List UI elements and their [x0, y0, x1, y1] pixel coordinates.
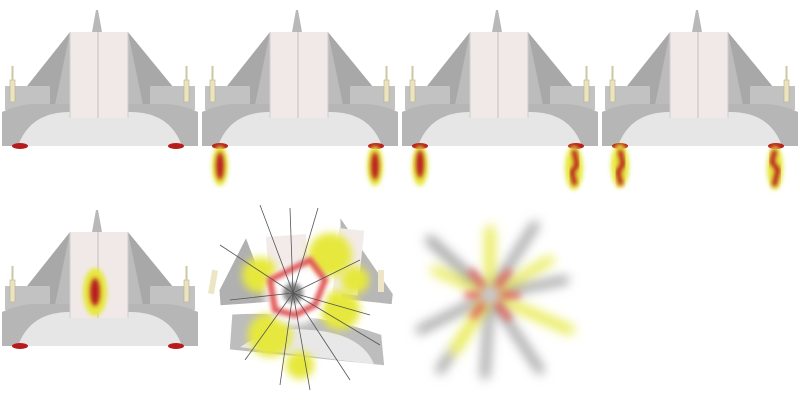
ship-sprite	[401, 9, 599, 150]
frame-thrust-3	[600, 0, 800, 200]
frame-debris	[400, 200, 600, 400]
frame-hit	[0, 200, 200, 400]
explosion-streaks	[219, 204, 381, 391]
ship-sprite	[201, 9, 399, 150]
frame-idle	[0, 0, 200, 200]
ship-sprite	[1, 9, 199, 150]
thruster-flame-left	[412, 146, 428, 186]
thruster-flame-left	[611, 144, 629, 188]
impact-flash	[83, 268, 107, 316]
frame-thrust-2	[400, 0, 600, 200]
thruster-flame-right	[767, 146, 783, 190]
frame-thrust-1	[200, 0, 400, 200]
thruster-flame-left	[212, 146, 228, 186]
thruster-flame-right	[367, 146, 383, 186]
ship-sprite	[601, 9, 799, 150]
explosion-fire	[242, 233, 369, 379]
debris-streaks	[416, 221, 575, 379]
frame-explode	[200, 200, 400, 400]
thruster-flame-right	[565, 146, 583, 190]
debris-core	[465, 268, 520, 322]
